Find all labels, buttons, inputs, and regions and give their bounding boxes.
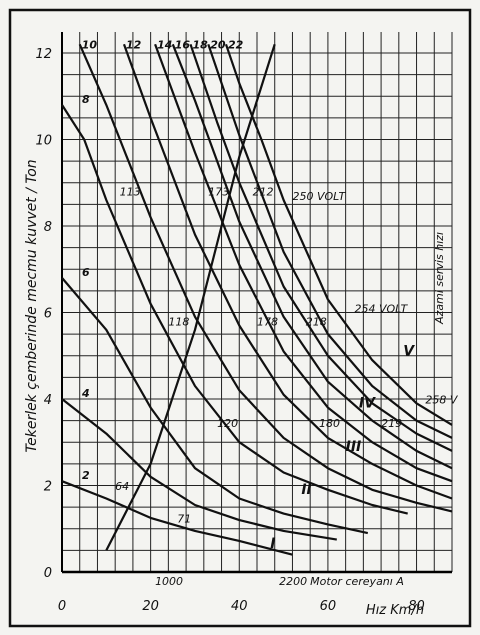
series-label: 16 (175, 39, 191, 52)
x-tick-label: 0 (58, 599, 66, 614)
annotation: 178 (257, 315, 278, 328)
annotation: II (301, 482, 311, 498)
series-line (61, 398, 337, 541)
annotation: Motor cereyanı A (310, 575, 404, 588)
annotation: V (403, 344, 415, 360)
annotation-group: 250 VOLT 254 VOLT 258 V Azami servis hızı Mo… (115, 186, 459, 588)
series-label: 8 (82, 93, 90, 106)
x-tick-label: 20 (142, 599, 159, 614)
series-label: 12 (126, 39, 142, 52)
series-label: 10 (82, 39, 98, 52)
axis-labels: Tekerlek çemberinde mecmu kuvvet / Ton H… (24, 159, 424, 618)
annotation: IV (359, 396, 376, 412)
chart-frame (8, 8, 472, 628)
annotation: 212 (253, 186, 274, 199)
y-tick-label: 4 (44, 393, 52, 408)
annotation: I (270, 536, 275, 552)
y-tick-label: 8 (44, 220, 52, 235)
series-label: 20 (210, 39, 226, 52)
annotation: 258 V (425, 393, 458, 406)
annotation: 254 VOLT (355, 302, 409, 315)
y-tick-label: 12 (35, 47, 52, 62)
annotation: 71 (177, 512, 191, 525)
annotation: III (346, 439, 362, 455)
series-line (61, 277, 369, 535)
annotation: 118 (168, 315, 189, 328)
series-label: 2 (82, 469, 90, 482)
axes: 0 20 40 60 80 0 2 4 6 8 10 12 (35, 32, 452, 614)
x-tick-label: 40 (231, 599, 248, 614)
series-label: 22 (228, 39, 244, 52)
annotation: 173 (208, 186, 229, 199)
series-line (122, 43, 453, 500)
series-label: 6 (82, 266, 90, 279)
series-group: 2 4 6 8 10 12 14 16 18 20 22 (61, 39, 453, 556)
annotation: 120 (217, 417, 238, 430)
annotation: Azami servis hızı (433, 232, 446, 325)
series-line (154, 43, 453, 483)
series-line (78, 43, 453, 513)
series-line (171, 43, 453, 470)
annotation: 180 (319, 417, 340, 430)
series-label: 4 (81, 387, 90, 400)
y-tick-label: 6 (44, 306, 52, 321)
series-line (61, 104, 408, 515)
annotation: 250 VOLT (292, 190, 346, 203)
annotation: 218 (306, 315, 327, 328)
x-axis-label: Hız Km/h (366, 603, 424, 618)
y-tick-label: 0 (44, 566, 52, 581)
series-line (61, 480, 293, 556)
annotation: 219 (381, 417, 402, 430)
annotation: 64 (115, 480, 129, 493)
annotation: 1000 (155, 575, 183, 588)
y-tick-label: 2 (44, 479, 52, 494)
y-tick-label: 10 (35, 133, 52, 148)
annotation: 113 (120, 186, 141, 199)
x-tick-label: 60 (320, 599, 337, 614)
series-line (207, 43, 453, 439)
series-label: 18 (193, 39, 209, 52)
series-line (224, 43, 453, 426)
annotation: 2200 (279, 575, 307, 588)
series-line (105, 43, 276, 551)
x-tick-label: 80 (408, 599, 425, 614)
y-axis-label: Tekerlek çemberinde mecmu kuvvet / Ton (24, 159, 40, 452)
series-line (189, 43, 453, 452)
series-label: 14 (157, 39, 172, 52)
